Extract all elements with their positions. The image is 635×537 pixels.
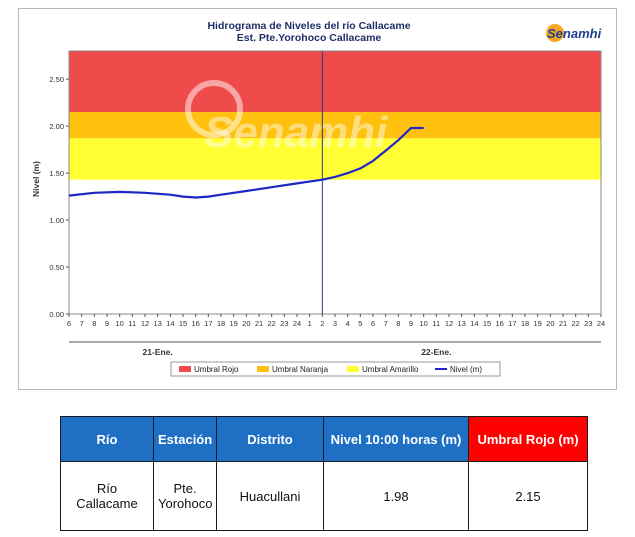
legend-swatch-2 (347, 366, 359, 372)
x-tick-label: 4 (346, 319, 350, 328)
x-tick-label: 11 (128, 319, 136, 328)
y-tick-label: 2.50 (49, 75, 64, 84)
sun-icon (546, 24, 564, 42)
x-tick-label: 17 (508, 319, 516, 328)
x-tick-label: 13 (457, 319, 465, 328)
legend-swatch-1 (257, 366, 269, 372)
x-tick-label: 14 (166, 319, 174, 328)
cell-nivel: 1.98 (323, 461, 469, 531)
x-tick-label: 19 (229, 319, 237, 328)
x-tick-label: 6 (371, 319, 375, 328)
x-tick-label: 23 (280, 319, 288, 328)
x-tick-label: 21 (559, 319, 567, 328)
header-distrito: Distrito (216, 416, 324, 462)
watermark-sun-icon (185, 80, 243, 138)
x-tick-label: 14 (470, 319, 478, 328)
x-tick-label: 7 (80, 319, 84, 328)
legend-label-2: Umbral Amarillo (362, 365, 419, 374)
x-tick-label: 15 (179, 319, 187, 328)
chart-title: Hidrograma de Niveles del río Callacame (207, 20, 410, 32)
threshold-band-0 (69, 51, 601, 113)
x-tick-label: 15 (483, 319, 491, 328)
legend-label-1: Umbral Naranja (272, 365, 329, 374)
senamhi-watermark: Senamhi (185, 80, 388, 157)
y-tick-label: 0.50 (49, 263, 64, 272)
x-tick-label: 7 (384, 319, 388, 328)
senamhi-logo: Senamhi (546, 24, 602, 42)
series-layer (68, 126, 424, 199)
watermark-text: Senamhi (204, 108, 388, 157)
y-axis-label: Nivel (m) (31, 161, 41, 197)
table-header-row: Río Estación Distrito Nivel 10:00 horas … (60, 416, 588, 462)
threshold-band-1 (69, 112, 601, 139)
threshold-band-2 (69, 138, 601, 180)
x-tick-label: 24 (293, 319, 301, 328)
x-tick-label: 8 (396, 319, 400, 328)
x-tick-label: 10 (115, 319, 123, 328)
x-tick-label: 19 (533, 319, 541, 328)
x-tick-label: 1 (308, 319, 312, 328)
x-tick-label: 22 (571, 319, 579, 328)
x-tick-label: 12 (445, 319, 453, 328)
x-tick-label: 2 (320, 319, 324, 328)
chart-subtitle: Est. Pte.Yorohoco Callacame (237, 32, 382, 44)
x-tick-label: 10 (419, 319, 427, 328)
logo-text: Senamhi (547, 26, 602, 41)
x-tick-label: 13 (153, 319, 161, 328)
y-tick-label: 1.00 (49, 216, 64, 225)
header-umbral-rojo: Umbral Rojo (m) (468, 416, 588, 462)
day-label-1: 22-Ene. (421, 347, 451, 357)
day-labels: 21-Ene. 22-Ene. (143, 347, 452, 357)
y-tick-label: 0.00 (49, 310, 64, 319)
legend-label-0: Umbral Rojo (194, 365, 239, 374)
legend-swatch-0 (179, 366, 191, 372)
y-tick-label: 1.50 (49, 169, 64, 178)
cell-distrito: Huacullani (216, 461, 324, 531)
legend-label-3: Nivel (m) (450, 365, 482, 374)
x-tick-label: 6 (67, 319, 71, 328)
x-tick-label: 8 (92, 319, 96, 328)
y-axis-ticks: 0.00 0.50 1.00 1.50 2.00 2.50 (49, 75, 69, 319)
cell-rio: Río Callacame (60, 461, 154, 531)
legend-box (170, 361, 501, 377)
x-tick-label: 20 (546, 319, 554, 328)
x-tick-label: 18 (217, 319, 225, 328)
series-line-nivel (68, 126, 424, 199)
x-tick-label: 5 (358, 319, 362, 328)
header-nivel: Nivel 10:00 horas (m) (323, 416, 469, 462)
table-row: Río Callacame Pte. Yorohoco Huacullani 1… (60, 461, 588, 531)
x-tick-label: 17 (204, 319, 212, 328)
x-tick-label: 3 (333, 319, 337, 328)
x-tick-label: 21 (255, 319, 263, 328)
x-tick-label: 16 (191, 319, 199, 328)
x-tick-label: 24 (597, 319, 605, 328)
header-rio: Río (60, 416, 154, 462)
hydrograph-chart: Senamhi 0.00 0.50 1.00 1.50 2.00 2.50 6 7 8 9 10 1… (18, 8, 617, 390)
x-axis-ticks: 6 7 8 9 10 11 12 13 14 15 16 17 18 19 20 21 22 23 24 1 2 3 4 5 6… (67, 51, 605, 328)
y-tick-label: 2.00 (49, 122, 64, 131)
x-tick-label: 22 (267, 319, 275, 328)
legend: Umbral Rojo Umbral Naranja Umbral Amarillo… (170, 361, 501, 377)
cell-umbral-rojo: 2.15 (468, 461, 588, 531)
header-estacion: Estación (153, 416, 217, 462)
day-label-0: 21-Ene. (143, 347, 173, 357)
x-tick-label: 16 (495, 319, 503, 328)
x-tick-label: 9 (105, 319, 109, 328)
cell-estacion: Pte. Yorohoco (153, 461, 217, 531)
chart-canvas: Senamhi 0.000.501.001.502.002.50 6 7 8 9 10 1… (31, 20, 605, 377)
x-tick-label: 9 (409, 319, 413, 328)
status-table: Río Estación Distrito Nivel 10:00 horas … (60, 416, 588, 531)
x-tick-label: 20 (242, 319, 250, 328)
x-tick-label: 18 (521, 319, 529, 328)
x-tick-label: 23 (584, 319, 592, 328)
x-tick-label: 11 (432, 319, 440, 328)
x-tick-label: 12 (141, 319, 149, 328)
threshold-bands (69, 51, 601, 180)
